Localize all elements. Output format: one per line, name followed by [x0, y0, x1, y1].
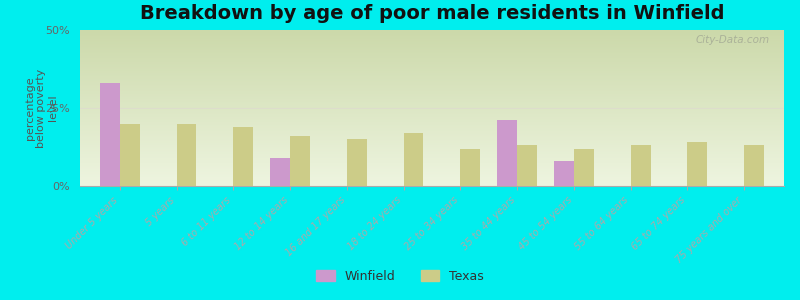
Bar: [744, 146, 764, 186]
Bar: [498, 121, 517, 186]
Bar: [270, 158, 290, 186]
Bar: [554, 161, 574, 186]
Bar: [347, 139, 366, 186]
Y-axis label: percentage
below poverty
level: percentage below poverty level: [25, 68, 58, 148]
Bar: [517, 146, 537, 186]
Bar: [120, 124, 140, 186]
Legend: Winfield, Texas: Winfield, Texas: [311, 265, 489, 288]
Bar: [460, 148, 480, 186]
Title: Breakdown by age of poor male residents in Winfield: Breakdown by age of poor male residents …: [140, 4, 724, 23]
Bar: [630, 146, 650, 186]
Bar: [404, 133, 423, 186]
Bar: [290, 136, 310, 186]
Bar: [177, 124, 196, 186]
Bar: [687, 142, 707, 186]
Bar: [100, 83, 120, 186]
Bar: [234, 127, 253, 186]
Bar: [574, 148, 594, 186]
Text: City-Data.com: City-Data.com: [696, 35, 770, 45]
